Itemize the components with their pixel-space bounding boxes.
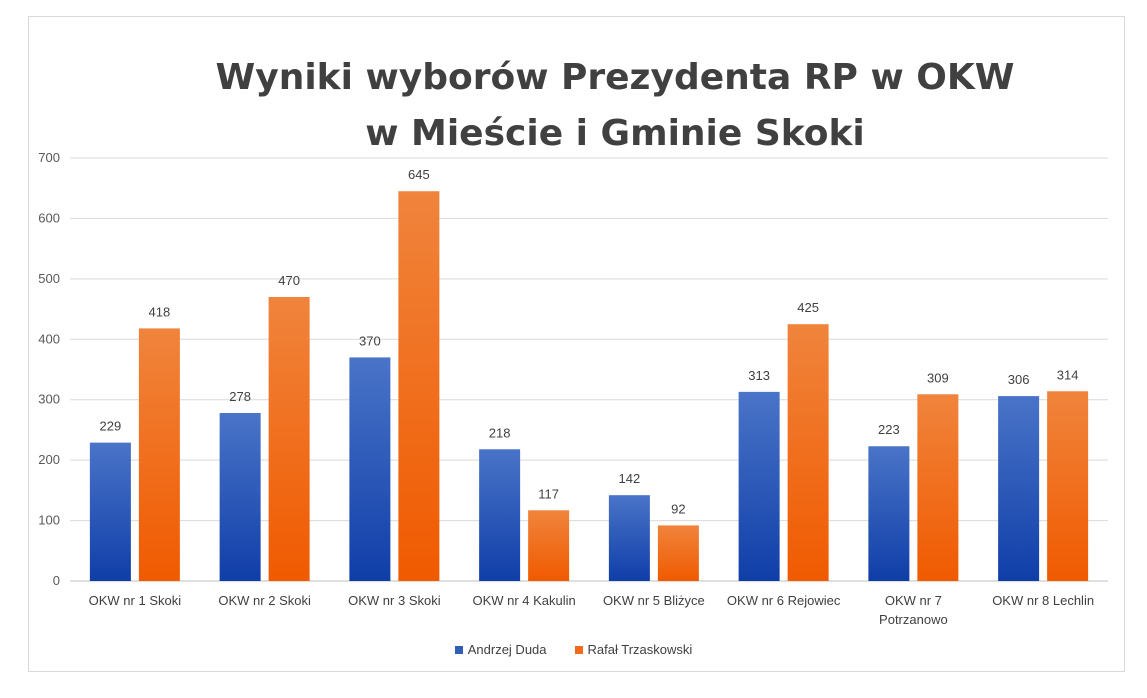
- bar-rafa-trzaskowski-1: [138, 328, 180, 581]
- x-category-label: OKW nr 6 Rejowiec: [727, 593, 841, 608]
- data-label-rafa-trzaskowski-7: 309: [927, 370, 949, 385]
- bar-andrzej-duda-2: [219, 413, 261, 581]
- data-label-andrzej-duda-6: 313: [748, 368, 770, 383]
- x-category-label: OKW nr 8 Lechlin: [992, 593, 1094, 608]
- data-label-andrzej-duda-3: 370: [359, 333, 381, 348]
- bar-andrzej-duda-6: [738, 391, 780, 581]
- y-tick-label: 0: [53, 573, 60, 588]
- legend-label-trzaskowski: Rafał Trzaskowski: [587, 642, 693, 657]
- data-label-andrzej-duda-7: 223: [878, 422, 900, 437]
- bar-andrzej-duda-7: [868, 446, 910, 581]
- bar-andrzej-duda-8: [998, 396, 1040, 581]
- data-label-rafa-trzaskowski-1: 418: [149, 304, 171, 319]
- y-tick-label: 500: [38, 271, 60, 286]
- data-label-andrzej-duda-5: 142: [619, 471, 641, 486]
- y-tick-label: 300: [38, 392, 60, 407]
- chart-title: Wyniki wyborów Prezydenta RP w OKW w Mie…: [215, 57, 1015, 154]
- bar-rafa-trzaskowski-6: [787, 324, 829, 581]
- bar-rafa-trzaskowski-2: [268, 296, 310, 581]
- x-category-label: OKW nr 2 Skoki: [218, 593, 311, 608]
- data-label-rafa-trzaskowski-4: 117: [538, 486, 559, 501]
- x-category-label: OKW nr 5 Bliżyce: [603, 593, 705, 608]
- bar-rafa-trzaskowski-7: [917, 394, 959, 581]
- chart-legend: Andrzej Duda Rafał Trzaskowski: [0, 642, 1147, 657]
- y-tick-label: 400: [38, 331, 60, 346]
- y-tick-label: 100: [38, 513, 60, 528]
- data-label-rafa-trzaskowski-6: 425: [797, 300, 819, 315]
- x-category-label: OKW nr 7 Potrzanowo: [879, 593, 948, 627]
- data-label-andrzej-duda-1: 229: [100, 419, 122, 434]
- y-tick-label: 700: [38, 150, 60, 165]
- x-category-label: OKW nr 3 Skoki: [348, 593, 441, 608]
- legend-swatch-trzaskowski: [574, 645, 583, 654]
- data-label-rafa-trzaskowski-3: 645: [408, 167, 430, 182]
- legend-item-trzaskowski: Rafał Trzaskowski: [574, 642, 693, 657]
- data-label-andrzej-duda-4: 218: [489, 425, 511, 440]
- data-label-andrzej-duda-8: 306: [1008, 372, 1030, 387]
- bar-andrzej-duda-5: [608, 495, 650, 581]
- bar-rafa-trzaskowski-8: [1047, 391, 1089, 581]
- data-label-rafa-trzaskowski-2: 470: [278, 273, 300, 288]
- legend-swatch-duda: [454, 645, 463, 654]
- data-label-andrzej-duda-2: 278: [229, 389, 251, 404]
- data-label-rafa-trzaskowski-5: 92: [671, 501, 685, 516]
- x-category-label: OKW nr 1 Skoki: [89, 593, 182, 608]
- bar-rafa-trzaskowski-5: [657, 525, 699, 581]
- bar-andrzej-duda-1: [89, 442, 131, 581]
- x-category-label: OKW nr 4 Kakulin: [472, 593, 575, 608]
- bar-andrzej-duda-4: [479, 449, 521, 581]
- legend-label-duda: Andrzej Duda: [467, 642, 547, 657]
- bar-rafa-trzaskowski-3: [398, 191, 440, 581]
- data-label-rafa-trzaskowski-8: 314: [1057, 367, 1079, 382]
- bar-rafa-trzaskowski-4: [528, 510, 570, 581]
- y-tick-label: 200: [38, 452, 60, 467]
- y-tick-label: 600: [38, 210, 60, 225]
- bar-andrzej-duda-3: [349, 357, 391, 581]
- legend-item-duda: Andrzej Duda: [454, 642, 547, 657]
